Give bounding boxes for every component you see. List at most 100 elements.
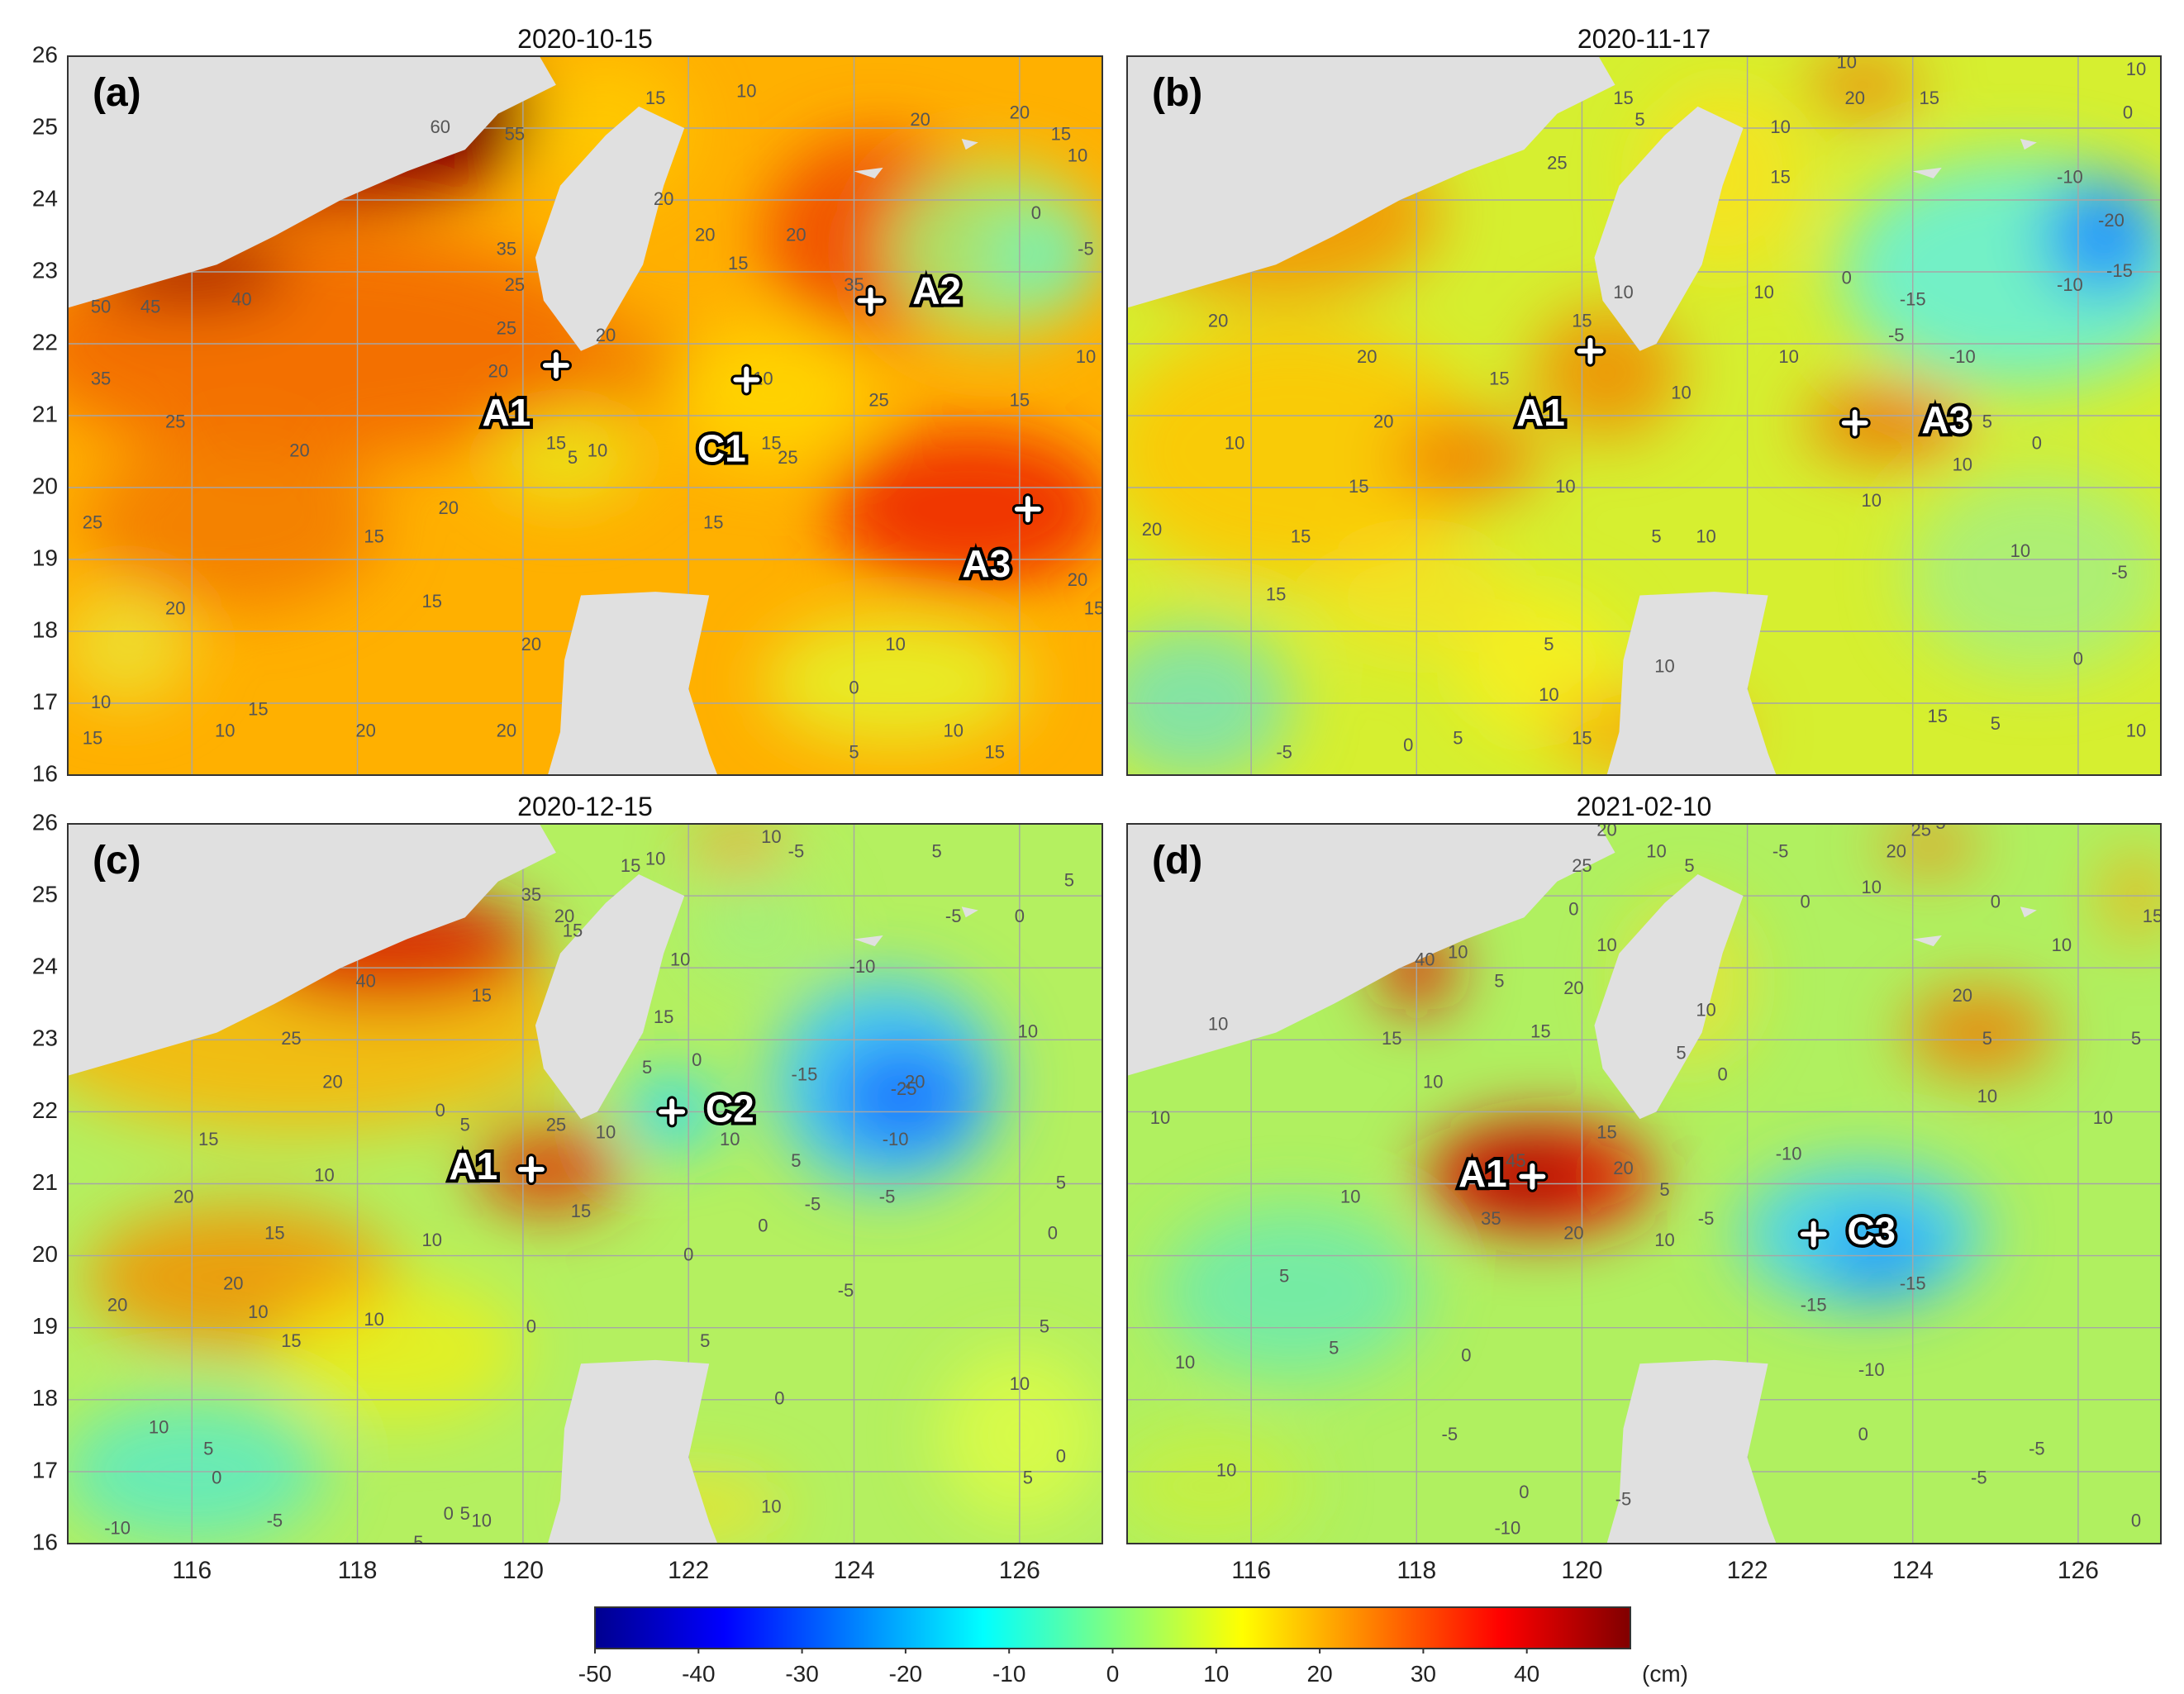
anomaly-blob bbox=[2044, 178, 2161, 294]
eddy-label-c3: C3 bbox=[1847, 1210, 1896, 1253]
contour-label: -25 bbox=[891, 1078, 917, 1099]
contour-label: 10 bbox=[421, 1230, 441, 1250]
eddy-center-marker-a3 bbox=[1841, 409, 1868, 436]
contour-label: 25 bbox=[546, 1115, 566, 1135]
eddy-center-marker-c1 bbox=[733, 366, 760, 393]
panel-date-title: 2020-10-15 bbox=[517, 24, 653, 54]
contour-label: 10 bbox=[1555, 476, 1575, 497]
contour-label: 10 bbox=[1448, 942, 1468, 963]
anomaly-blob bbox=[84, 437, 383, 610]
anomaly-blob bbox=[1904, 989, 2053, 1076]
contour-label: 10 bbox=[761, 1496, 781, 1516]
anomaly-blob bbox=[763, 616, 1028, 747]
contour-label: 5 bbox=[1544, 634, 1554, 654]
contour-label: 5 bbox=[642, 1057, 652, 1078]
anomaly-blob bbox=[1805, 387, 1971, 459]
land-islandB bbox=[2020, 906, 2037, 918]
contour-label: 15 bbox=[264, 1222, 284, 1243]
contour-label: -5 bbox=[838, 1280, 854, 1301]
contour-label: -10 bbox=[883, 1129, 909, 1149]
eddy-center-marker-a3 bbox=[1014, 496, 1041, 523]
map-panel-b: 20 20 20 15 15 10 15 20 15 15 10 10 10 5 10 5 10 5 0 -5 10 15… bbox=[1126, 24, 2162, 776]
contour-label: 5 bbox=[2131, 1028, 2141, 1049]
contour-label: -5 bbox=[2111, 562, 2128, 583]
contour-label: 5 bbox=[1023, 1467, 1033, 1487]
colorbar-tick-label: -30 bbox=[785, 1661, 818, 1687]
panel-date-title: 2021-02-10 bbox=[1577, 792, 1712, 821]
y-tick-label: 24 bbox=[32, 185, 58, 211]
contour-label: 10 bbox=[1671, 383, 1691, 403]
contour-label: 25 bbox=[165, 412, 185, 432]
contour-label: 10 bbox=[2126, 721, 2146, 741]
contour-label: 15 bbox=[654, 1006, 673, 1027]
contour-label: 5 bbox=[1064, 869, 1074, 890]
contour-label: 10 bbox=[314, 1165, 334, 1186]
anomaly-blob bbox=[1127, 1428, 1310, 1544]
eddy-center-marker-a1 bbox=[542, 352, 569, 379]
contour-label: 20 bbox=[1142, 519, 1162, 540]
contour-label: 10 bbox=[1423, 1071, 1443, 1092]
eddy-label-a2: A2 bbox=[912, 269, 961, 312]
land-islandA bbox=[854, 935, 883, 947]
contour-label: 0 bbox=[1717, 1064, 1727, 1085]
land-islandA bbox=[854, 167, 883, 178]
land-mask bbox=[1127, 824, 2037, 1544]
contour-label: 5 bbox=[1684, 855, 1694, 876]
land-mask bbox=[68, 824, 978, 1544]
contour-label: 0 bbox=[1991, 892, 2001, 912]
contour-label: 10 bbox=[1861, 490, 1881, 511]
eddy-label-a1: A1 bbox=[1516, 391, 1565, 434]
contour-label: 20 bbox=[497, 721, 516, 741]
anomaly-blob bbox=[68, 588, 193, 703]
contour-label: 10 bbox=[1216, 1460, 1236, 1481]
contour-label: 0 bbox=[1858, 1424, 1868, 1444]
y-tick-label: 26 bbox=[32, 41, 58, 67]
contour-label: 15 bbox=[1530, 1021, 1550, 1041]
contour-label: 35 bbox=[1481, 1208, 1501, 1229]
x-tick-label: 120 bbox=[502, 1557, 544, 1584]
contour-label: 20 bbox=[1208, 311, 1228, 331]
contour-label: 35 bbox=[497, 239, 516, 259]
contour-label: 10 bbox=[1208, 1014, 1228, 1035]
contour-label: 25 bbox=[778, 447, 797, 468]
eddy-center-marker-a2 bbox=[857, 287, 884, 314]
anomaly-blob bbox=[986, 214, 1102, 301]
contour-label: 0 bbox=[1519, 1482, 1529, 1502]
contour-label: 0 bbox=[444, 1503, 454, 1524]
contour-label: 10 bbox=[645, 848, 665, 868]
land-taiwan bbox=[535, 874, 685, 1120]
contour-label: 10 bbox=[1778, 346, 1798, 367]
anomaly-blob bbox=[473, 1125, 623, 1213]
x-tick-label: 126 bbox=[2058, 1557, 2099, 1584]
contour-label: -5 bbox=[1698, 1208, 1715, 1229]
y-tick-label: 19 bbox=[32, 1313, 58, 1339]
contour-label: 15 bbox=[645, 88, 665, 108]
eddy-features: A1 A3 bbox=[1513, 335, 1973, 445]
contour-label: 20 bbox=[1357, 346, 1377, 367]
contour-label: -20 bbox=[899, 1071, 925, 1092]
contour-label: -5 bbox=[1276, 742, 1292, 763]
y-tick-label: 25 bbox=[32, 113, 58, 139]
y-tick-label: 19 bbox=[32, 545, 58, 570]
y-tick-label: 17 bbox=[32, 1457, 58, 1482]
contour-label: 20 bbox=[1563, 978, 1583, 998]
land-islandB bbox=[961, 139, 978, 150]
contour-label: -5 bbox=[1615, 1489, 1632, 1510]
contour-label: 20 bbox=[355, 721, 375, 741]
contour-label: 15 bbox=[571, 1201, 591, 1221]
contour-label: 40 bbox=[231, 289, 251, 310]
contour-label: 0 bbox=[692, 1049, 702, 1070]
contour-label: 5 bbox=[1634, 109, 1644, 130]
contour-label: 5 bbox=[1040, 1316, 1049, 1337]
y-tick-label: 25 bbox=[32, 881, 58, 906]
panel-tag: (b) bbox=[1152, 71, 1202, 115]
panel-frame bbox=[67, 55, 1103, 776]
land-china bbox=[68, 824, 556, 1076]
anomaly-blob bbox=[1392, 416, 1541, 502]
land-islandA bbox=[1912, 935, 1942, 947]
contour-label: -5 bbox=[879, 1187, 896, 1207]
contour-label: 10 bbox=[149, 1416, 169, 1437]
contour-label: 10 bbox=[1770, 117, 1790, 137]
contour-label: 10 bbox=[1225, 433, 1244, 454]
